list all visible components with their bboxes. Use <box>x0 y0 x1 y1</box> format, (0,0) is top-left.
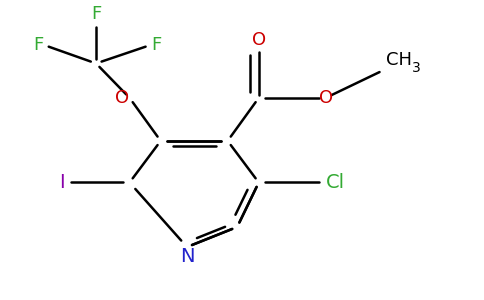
Text: N: N <box>180 247 194 266</box>
Text: I: I <box>60 173 65 192</box>
Text: O: O <box>252 31 266 49</box>
Text: CH: CH <box>386 51 411 69</box>
Text: F: F <box>91 5 101 23</box>
Text: Cl: Cl <box>326 173 345 192</box>
Text: O: O <box>116 89 130 107</box>
Text: 3: 3 <box>412 61 421 76</box>
Text: O: O <box>318 89 333 107</box>
Text: F: F <box>33 36 44 54</box>
Text: F: F <box>151 36 161 54</box>
